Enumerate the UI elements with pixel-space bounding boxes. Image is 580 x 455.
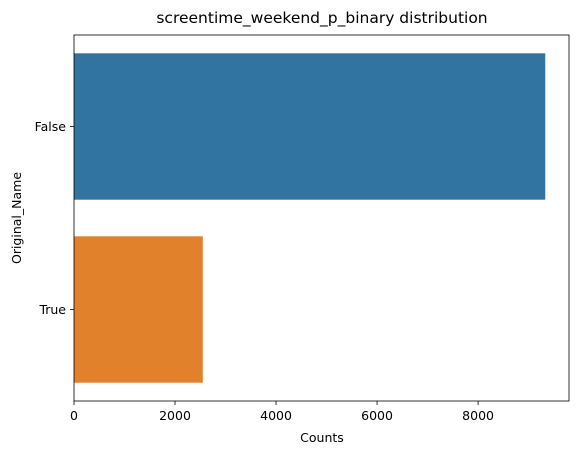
x-tick-label: 6000 xyxy=(361,408,393,423)
x-axis-label: Counts xyxy=(300,430,344,445)
bars xyxy=(74,53,546,383)
bar-false xyxy=(74,53,546,200)
y-tick-label: True xyxy=(38,302,66,317)
x-axis-ticks: 0 2000 4000 6000 8000 xyxy=(70,401,494,423)
x-tick-label: 0 xyxy=(70,408,78,423)
x-tick-label: 2000 xyxy=(159,408,191,423)
y-axis-label: Original_Name xyxy=(9,172,24,264)
chart-title: screentime_weekend_p_binary distribution xyxy=(156,9,487,28)
bar-true xyxy=(74,236,203,383)
plot-frame xyxy=(73,34,570,402)
x-tick-label: 4000 xyxy=(260,408,292,423)
y-axis-ticks: False True xyxy=(35,119,74,317)
y-tick-label: False xyxy=(35,119,67,134)
x-tick-label: 8000 xyxy=(462,408,494,423)
